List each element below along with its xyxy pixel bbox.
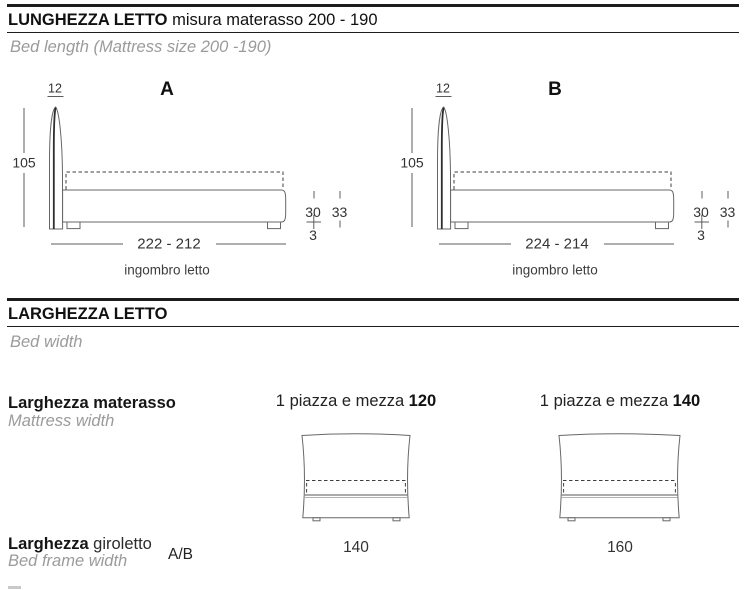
headboard-front-outline	[558, 433, 681, 519]
bed-foot	[655, 221, 669, 230]
cropped-text-artifact	[8, 586, 21, 589]
bed-foot	[392, 517, 401, 522]
bed-foot	[267, 221, 281, 230]
section-length-title-detail: misura materasso 200 - 190	[172, 11, 378, 29]
total-height-dim: 105	[400, 155, 424, 171]
mattress-width-label-en: Mattress width	[8, 412, 115, 430]
mattress-option-size: 140	[672, 392, 701, 410]
section-length-title: LUNGHEZZA LETTO misura materasso 200 - 19…	[8, 11, 378, 30]
footprint-caption: ingombro letto	[124, 263, 210, 278]
feet-height-dim: 3	[309, 227, 317, 243]
bed-foot	[312, 517, 321, 522]
bed-frame-side	[62, 189, 287, 223]
length-range-dim: 224 - 214	[525, 236, 588, 253]
headboard-thickness-dim: 12	[48, 82, 62, 96]
mattress-option-120: 1 piazza e mezza 120	[276, 392, 436, 411]
frame-height-dim: 30	[693, 204, 709, 220]
headboard-inner-line	[440, 107, 445, 229]
footprint-caption: ingombro letto	[512, 263, 598, 278]
headboard-side-outline	[437, 106, 452, 230]
headboard-inner-line	[52, 107, 57, 229]
frame-width-variant: A/B	[168, 546, 193, 563]
section-length-title-bold: LUNGHEZZA LETTO	[8, 11, 168, 29]
mattress-option-size: 120	[408, 392, 437, 410]
frame-width-value-120: 140	[343, 539, 369, 556]
section-length-subtitle: Bed length (Mattress size 200 -190)	[10, 38, 272, 56]
variant-label-a: A	[160, 79, 174, 100]
headboard-front-outline	[301, 433, 411, 519]
section-width-title-bold: LARGHEZZA LETTO	[8, 305, 168, 323]
headboard-thickness-dim: 12	[436, 82, 450, 96]
side-height-dim: 33	[720, 204, 736, 220]
frame-width-label-en: Bed frame width	[8, 552, 128, 570]
divider	[7, 31, 739, 33]
mattress-option-140: 1 piazza e mezza 140	[540, 392, 700, 411]
bed-side-diagram-b: 12 B 105 224 - 214 ingombro letto 30 3 3…	[400, 79, 736, 278]
bed-foot	[567, 517, 576, 522]
frame-width-label-it: Larghezza giroletto	[8, 535, 152, 554]
bed-foot	[66, 221, 81, 230]
mattress-option-name: 1 piazza e mezza	[275, 392, 405, 410]
frame-width-label-it-rest: giroletto	[93, 535, 152, 553]
mattress-dashed-outline	[453, 171, 672, 190]
top-divider	[7, 4, 739, 7]
length-range-dim: 222 - 212	[137, 236, 200, 253]
mattress-option-name: 1 piazza e mezza	[539, 392, 669, 410]
frame-width-label-it-bold: Larghezza	[8, 535, 89, 553]
bed-front-diagram-120	[301, 433, 411, 522]
section-width-title: LARGHEZZA LETTO	[8, 305, 168, 324]
side-height-dim: 33	[332, 204, 348, 220]
mattress-dashed-outline	[65, 171, 284, 190]
section-width-subtitle: Bed width	[10, 333, 83, 351]
headboard-side-outline	[49, 106, 64, 230]
frame-height-dim: 30	[305, 204, 321, 220]
bed-frame-side	[450, 189, 675, 223]
total-height-dim: 105	[12, 155, 36, 171]
bed-side-diagram-a: 12 A 105 222 - 212 ingombro letto 30 3 3…	[12, 79, 348, 278]
divider	[7, 326, 739, 328]
feet-height-dim: 3	[697, 227, 705, 243]
section-divider	[7, 298, 739, 301]
variant-label-b: B	[548, 79, 562, 100]
bed-foot	[454, 221, 469, 230]
frame-width-value-140: 160	[607, 539, 633, 556]
bed-front-diagram-140	[558, 433, 681, 522]
mattress-width-label-it: Larghezza materasso	[8, 394, 176, 412]
bed-foot	[662, 517, 671, 522]
